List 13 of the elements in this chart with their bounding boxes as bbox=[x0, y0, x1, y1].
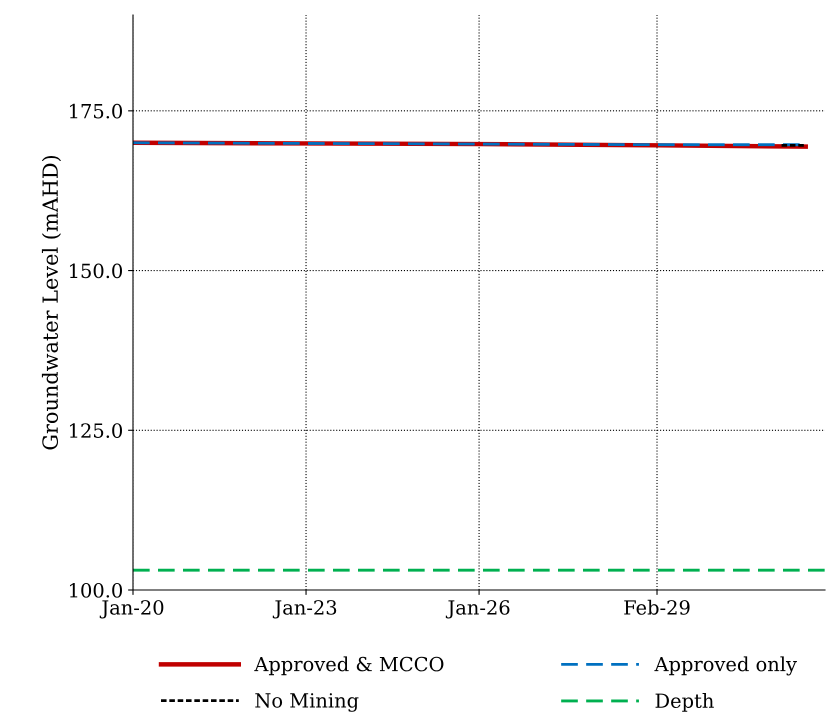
legend-label: Approved only bbox=[654, 656, 797, 676]
y-tick-label: 100.0 bbox=[70, 582, 122, 598]
x-tick-label: Feb-29 bbox=[624, 600, 690, 615]
x-tick-label: Jan-23 bbox=[272, 600, 336, 619]
x-tick-label: Jan-20 bbox=[100, 600, 164, 619]
y-tick-label: 150.0 bbox=[70, 264, 122, 278]
y-tick-label: 125.0 bbox=[70, 423, 122, 438]
legend-label: Approved & MCCO bbox=[254, 656, 444, 676]
y-tick-label: 175.0 bbox=[70, 104, 122, 118]
y-axis-title: Groundwater Level (mAHD) bbox=[42, 156, 61, 450]
legend-label: No Mining bbox=[255, 693, 359, 712]
legend-label: Depth bbox=[656, 692, 714, 712]
x-tick-label: Jan-26 bbox=[446, 600, 510, 619]
